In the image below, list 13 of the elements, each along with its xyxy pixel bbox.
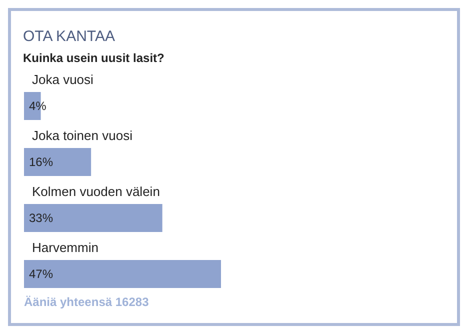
data-label: 16% bbox=[29, 155, 54, 169]
chart-subtitle: Kuinka usein uusit lasit? bbox=[23, 51, 164, 65]
data-label: 33% bbox=[29, 211, 54, 225]
bar bbox=[24, 260, 221, 288]
chart-title: OTA KANTAA bbox=[23, 28, 115, 45]
y-tick-label: Joka toinen vuosi bbox=[32, 128, 133, 143]
bar bbox=[24, 204, 162, 232]
y-tick-label: Kolmen vuoden välein bbox=[32, 184, 160, 199]
bar bbox=[24, 148, 92, 176]
data-label: 47% bbox=[29, 267, 54, 281]
text: Ääniä yhteensä 16283 bbox=[24, 295, 150, 309]
y-tick-label: Joka vuosi bbox=[32, 72, 94, 87]
y-tick-label: Harvemmin bbox=[32, 240, 98, 255]
